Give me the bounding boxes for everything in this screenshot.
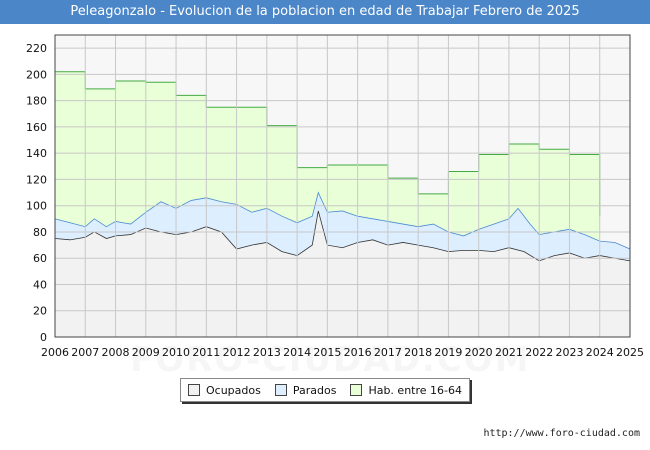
legend-swatch-ocupados xyxy=(187,384,200,396)
x-tick-label: 2025 xyxy=(616,346,644,359)
y-tick-label: 180 xyxy=(26,95,47,108)
legend-label-parados: Parados xyxy=(292,383,337,397)
x-tick-label: 2024 xyxy=(586,346,614,359)
y-tick-label: 220 xyxy=(26,42,47,55)
parados-line xyxy=(54,191,631,250)
x-tick-label: 2018 xyxy=(404,346,432,359)
legend-item-ocupados: Ocupados xyxy=(187,383,261,397)
y-tick-label: 60 xyxy=(33,252,47,265)
x-tick-label: 2016 xyxy=(344,346,372,359)
y-tick-label: 140 xyxy=(26,147,47,160)
x-tick-label: 2009 xyxy=(132,346,160,359)
y-tick-label: 40 xyxy=(33,278,47,291)
y-tick-label: 160 xyxy=(26,121,47,134)
x-tick-label: 2019 xyxy=(434,346,462,359)
legend-label-ocupados: Ocupados xyxy=(205,383,261,397)
x-tick-label: 2022 xyxy=(525,346,553,359)
legend-swatch-hab xyxy=(350,384,363,396)
legend: Ocupados Parados Hab. entre 16-64 xyxy=(180,378,470,402)
x-tick-label: 2008 xyxy=(102,346,130,359)
x-tick-label: 2017 xyxy=(374,346,402,359)
x-tick-label: 2021 xyxy=(495,346,523,359)
legend-item-hab: Hab. entre 16-64 xyxy=(350,384,462,397)
x-tick-label: 2015 xyxy=(313,346,341,359)
y-tick-label: 100 xyxy=(26,200,47,213)
legend-item-parados: Parados xyxy=(274,383,337,397)
y-tick-label: 20 xyxy=(33,305,47,318)
y-tick-label: 80 xyxy=(33,226,47,239)
x-tick-label: 2007 xyxy=(71,346,99,359)
y-tick-label: 120 xyxy=(26,173,47,186)
source-url: http://www.foro-ciudad.com xyxy=(483,428,640,439)
x-tick-label: 2010 xyxy=(162,346,190,359)
y-tick-label: 0 xyxy=(40,331,47,344)
legend-label-hab: Hab. entre 16-64 xyxy=(368,383,462,397)
chart-title: Peleagonzalo - Evolucion de la poblacion… xyxy=(0,0,650,24)
x-tick-label: 2020 xyxy=(465,346,493,359)
ocupados-area xyxy=(55,210,630,337)
legend-swatch-parados xyxy=(274,384,287,396)
x-tick-label: 2014 xyxy=(283,346,311,359)
plot-border xyxy=(54,34,631,338)
x-tick-label: 2012 xyxy=(223,346,251,359)
x-tick-label: 2011 xyxy=(192,346,220,359)
watermark: FORO-CIUDAD.COM xyxy=(130,340,531,380)
x-tick-label: 2013 xyxy=(253,346,281,359)
x-tick-label: 2006 xyxy=(41,346,69,359)
y-tick-label: 200 xyxy=(26,68,47,81)
x-tick-label: 2023 xyxy=(555,346,583,359)
